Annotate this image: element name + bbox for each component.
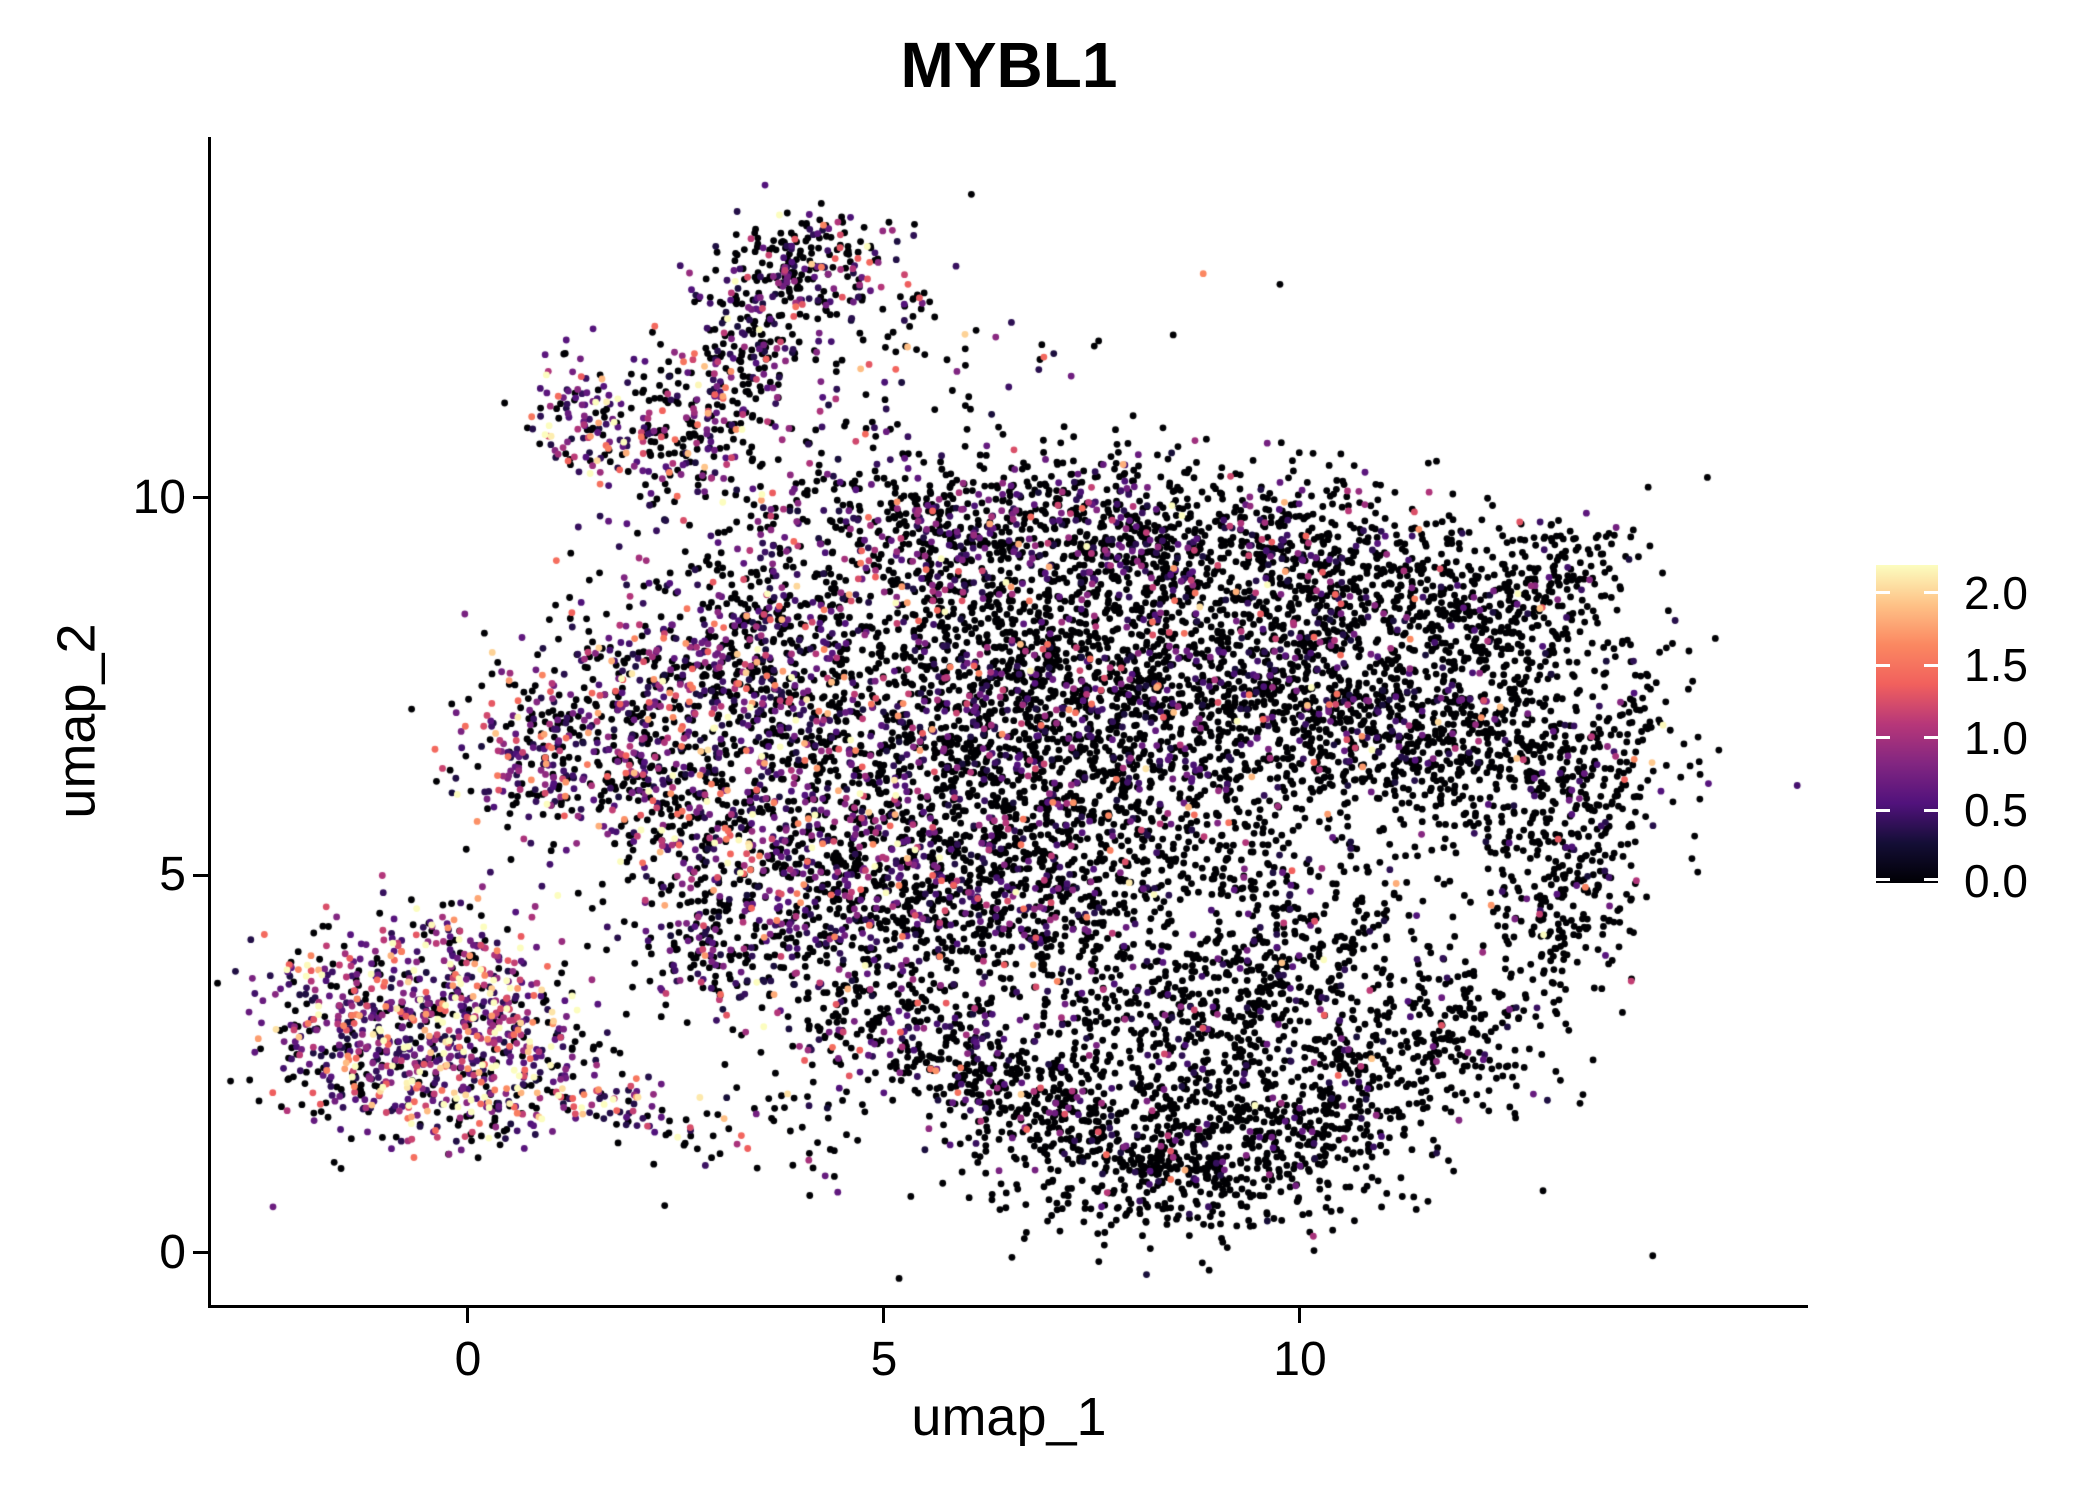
colorbar-tick bbox=[1924, 736, 1938, 739]
y-tick-label: 10 bbox=[132, 471, 186, 524]
colorbar-gradient bbox=[1876, 565, 1938, 883]
y-tick-label: 0 bbox=[159, 1226, 186, 1279]
y-axis-line bbox=[208, 137, 211, 1308]
y-tick bbox=[193, 496, 208, 499]
colorbar bbox=[1876, 565, 1938, 883]
colorbar-tick bbox=[1876, 736, 1890, 739]
plot-title: MYBL1 bbox=[900, 29, 1118, 101]
x-tick bbox=[1298, 1308, 1301, 1323]
x-axis-title: umap_1 bbox=[911, 1387, 1107, 1447]
colorbar-label: 0.5 bbox=[1964, 784, 2028, 836]
colorbar-tick bbox=[1924, 878, 1938, 881]
y-tick bbox=[193, 874, 208, 877]
colorbar-tick bbox=[1924, 664, 1938, 667]
colorbar-tick bbox=[1876, 878, 1890, 881]
colorbar-tick bbox=[1924, 809, 1938, 812]
x-axis-line bbox=[208, 1305, 1808, 1308]
x-tick-label: 5 bbox=[870, 1333, 898, 1386]
x-tick bbox=[882, 1308, 885, 1323]
colorbar-label: 1.0 bbox=[1964, 712, 2028, 764]
colorbar-tick bbox=[1876, 664, 1890, 667]
colorbar-tick bbox=[1924, 591, 1938, 594]
colorbar-label: 2.0 bbox=[1964, 567, 2028, 619]
x-tick-label: 10 bbox=[1273, 1333, 1327, 1386]
colorbar-label: 1.5 bbox=[1964, 639, 2028, 691]
x-tick bbox=[466, 1308, 469, 1323]
y-axis-title: umap_2 bbox=[46, 623, 107, 819]
y-tick bbox=[193, 1251, 208, 1254]
colorbar-tick bbox=[1876, 591, 1890, 594]
y-tick-label: 5 bbox=[159, 848, 186, 901]
colorbar-tick bbox=[1876, 809, 1890, 812]
x-tick-label: 0 bbox=[454, 1333, 482, 1386]
colorbar-label: 0.0 bbox=[1964, 855, 2028, 907]
